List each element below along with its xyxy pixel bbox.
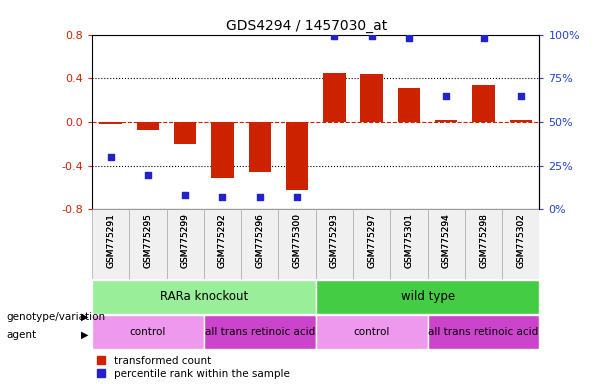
FancyBboxPatch shape xyxy=(465,210,502,280)
FancyBboxPatch shape xyxy=(316,280,539,314)
FancyBboxPatch shape xyxy=(92,315,204,349)
Text: GSM775295: GSM775295 xyxy=(143,213,153,268)
Text: GSM775291: GSM775291 xyxy=(106,213,115,268)
Bar xyxy=(435,120,457,122)
Text: ▶: ▶ xyxy=(82,312,89,322)
Text: GSM775292: GSM775292 xyxy=(218,213,227,268)
FancyBboxPatch shape xyxy=(129,210,167,280)
Text: GSM775297: GSM775297 xyxy=(367,213,376,268)
FancyBboxPatch shape xyxy=(390,210,428,280)
Bar xyxy=(360,74,383,122)
Text: agent: agent xyxy=(6,330,36,340)
Point xyxy=(404,35,414,41)
FancyBboxPatch shape xyxy=(428,210,465,280)
Point xyxy=(367,33,376,40)
FancyBboxPatch shape xyxy=(92,280,316,314)
Text: GSM775302: GSM775302 xyxy=(516,213,525,268)
Text: GSM775294: GSM775294 xyxy=(442,213,451,268)
Text: RARa knockout: RARa knockout xyxy=(160,290,248,303)
Text: GSM775291: GSM775291 xyxy=(106,213,115,268)
Text: GSM775295: GSM775295 xyxy=(143,213,153,268)
Point xyxy=(105,154,115,160)
Text: GSM775300: GSM775300 xyxy=(292,213,302,268)
Point xyxy=(479,35,489,41)
Text: control: control xyxy=(130,327,166,337)
Point xyxy=(329,33,339,40)
Point xyxy=(218,194,227,200)
Text: GSM775302: GSM775302 xyxy=(516,213,525,268)
Bar xyxy=(473,85,495,122)
Text: wild type: wild type xyxy=(400,290,455,303)
Bar xyxy=(211,122,234,178)
Text: GSM775299: GSM775299 xyxy=(181,213,189,268)
FancyBboxPatch shape xyxy=(278,210,316,280)
Point xyxy=(143,171,153,177)
Point xyxy=(180,192,190,199)
Text: GSM775296: GSM775296 xyxy=(255,213,264,268)
FancyBboxPatch shape xyxy=(241,210,278,280)
Text: GDS4294 / 1457030_at: GDS4294 / 1457030_at xyxy=(226,19,387,33)
Point xyxy=(441,93,451,99)
FancyBboxPatch shape xyxy=(316,315,428,349)
Text: genotype/variation: genotype/variation xyxy=(6,312,105,322)
Text: GSM775301: GSM775301 xyxy=(405,213,413,268)
Text: GSM775292: GSM775292 xyxy=(218,213,227,268)
Text: all trans retinoic acid: all trans retinoic acid xyxy=(205,327,315,337)
Text: GSM775293: GSM775293 xyxy=(330,213,339,268)
FancyBboxPatch shape xyxy=(353,210,390,280)
Text: GSM775301: GSM775301 xyxy=(405,213,413,268)
Point xyxy=(292,194,302,200)
Text: GSM775298: GSM775298 xyxy=(479,213,488,268)
Bar xyxy=(249,122,271,172)
FancyBboxPatch shape xyxy=(92,210,129,280)
Bar xyxy=(174,122,196,144)
FancyBboxPatch shape xyxy=(204,315,316,349)
Text: GSM775300: GSM775300 xyxy=(292,213,302,268)
FancyBboxPatch shape xyxy=(502,210,539,280)
Text: all trans retinoic acid: all trans retinoic acid xyxy=(428,327,539,337)
Point xyxy=(255,194,265,200)
Text: GSM775296: GSM775296 xyxy=(255,213,264,268)
Text: GSM775298: GSM775298 xyxy=(479,213,488,268)
Bar xyxy=(323,73,346,122)
FancyBboxPatch shape xyxy=(204,210,241,280)
Bar xyxy=(509,120,532,122)
Text: control: control xyxy=(354,327,390,337)
Text: ▶: ▶ xyxy=(82,330,89,340)
Bar xyxy=(398,88,420,122)
Text: GSM775294: GSM775294 xyxy=(442,213,451,268)
Legend: transformed count, percentile rank within the sample: transformed count, percentile rank withi… xyxy=(97,356,290,379)
Point xyxy=(516,93,526,99)
FancyBboxPatch shape xyxy=(167,210,204,280)
Bar xyxy=(99,122,122,124)
FancyBboxPatch shape xyxy=(316,210,353,280)
Text: GSM775293: GSM775293 xyxy=(330,213,339,268)
Text: GSM775299: GSM775299 xyxy=(181,213,189,268)
Bar xyxy=(286,122,308,190)
FancyBboxPatch shape xyxy=(428,315,539,349)
Text: GSM775297: GSM775297 xyxy=(367,213,376,268)
Bar xyxy=(137,122,159,130)
